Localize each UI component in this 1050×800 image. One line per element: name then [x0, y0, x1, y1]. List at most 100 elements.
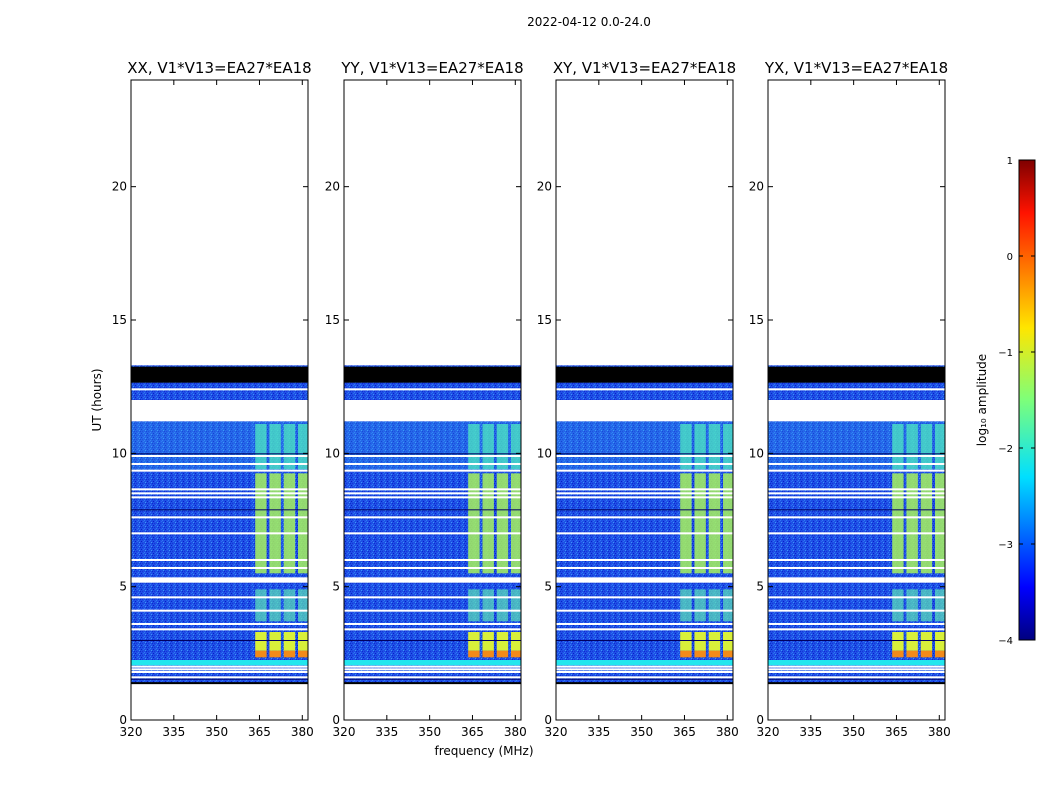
signal-channel-orange — [723, 650, 733, 658]
data-gap-line — [344, 665, 521, 668]
signal-channel-upper — [255, 424, 267, 470]
signal-channel-upper — [496, 424, 509, 470]
signal-channel-orange — [496, 650, 509, 658]
y-tick-label: 15 — [112, 313, 127, 327]
signal-channel-orange — [482, 650, 494, 658]
x-tick-label: 350 — [418, 725, 441, 739]
signal-channel-bright — [511, 473, 521, 574]
data-gap-line — [556, 559, 733, 561]
y-tick-label: 15 — [749, 313, 764, 327]
signal-channel-orange — [935, 650, 945, 658]
dark-line — [344, 453, 521, 455]
y-tick-label: 10 — [537, 446, 552, 460]
signal-channel-yellow — [935, 632, 945, 651]
signal-channel-orange — [906, 650, 918, 658]
dark-line — [556, 640, 733, 641]
y-tick-label: 20 — [325, 180, 340, 194]
signal-channel-bright — [468, 473, 480, 574]
data-gap-line — [344, 623, 521, 625]
data-gap-line — [768, 596, 945, 599]
signal-channel-orange — [680, 650, 692, 658]
signal-channel-bright — [680, 473, 692, 574]
dark-line — [768, 453, 945, 455]
data-gap-line — [344, 628, 521, 631]
signal-channel-yellow — [694, 632, 706, 651]
data-gap-line — [556, 455, 733, 457]
data-gap-line — [131, 668, 308, 671]
signal-channel-bright — [269, 473, 281, 574]
data-gap-line — [344, 516, 521, 519]
data-gap-line — [131, 488, 308, 491]
signal-channel-orange — [468, 650, 480, 658]
data-gap-line — [556, 492, 733, 495]
lower-edge-line — [556, 682, 733, 685]
x-tick-label: 365 — [673, 725, 696, 739]
y-axis-label: UT (hours) — [90, 368, 104, 431]
dark-line — [131, 509, 308, 511]
data-gap-line — [768, 668, 945, 671]
dark-line — [768, 678, 945, 680]
signal-channel-orange — [298, 650, 308, 658]
panel-frame — [130, 79, 309, 721]
signal-channel-upper — [935, 424, 945, 470]
data-gap-line — [344, 668, 521, 671]
data-gap-line — [556, 488, 733, 491]
signal-channel-yellow — [468, 632, 480, 651]
colorbar-tick-label: −2 — [998, 444, 1013, 455]
signal-channel-yellow — [920, 632, 933, 651]
x-tick-label: 320 — [333, 725, 356, 739]
colorbar-label: log₁₀ amplitude — [975, 354, 989, 446]
signal-channel-yellow — [298, 632, 308, 651]
panel-title: XX, V1*V13=EA27*EA18 — [127, 59, 311, 77]
signal-channel-mid — [269, 589, 281, 622]
y-tick-label: 0 — [332, 713, 340, 727]
signal-channel-upper — [511, 424, 521, 470]
signal-channel-upper — [708, 424, 721, 470]
signal-channel-orange — [269, 650, 281, 658]
signal-channel-orange — [694, 650, 706, 658]
signal-channel-mid — [723, 589, 733, 622]
signal-channel-mid — [892, 589, 904, 622]
signal-channel-yellow — [906, 632, 918, 651]
data-gap-line — [556, 676, 733, 679]
data-gap-line — [344, 455, 521, 457]
signal-channel-orange — [283, 650, 296, 658]
x-tick-label: 365 — [461, 725, 484, 739]
x-tick-label: 350 — [205, 725, 228, 739]
data-gap-line — [768, 496, 945, 499]
flagged-band — [131, 366, 308, 383]
signal-channel-bright — [935, 473, 945, 574]
signal-channel-orange — [511, 650, 521, 658]
signal-channel-orange — [255, 650, 267, 658]
x-tick-label: 380 — [291, 725, 314, 739]
signal-channel-mid — [298, 589, 308, 622]
data-gap-line — [768, 559, 945, 561]
data-gap-line — [768, 516, 945, 519]
signal-channel-mid — [468, 589, 480, 622]
dark-line — [344, 678, 521, 680]
signal-channel-mid — [283, 589, 296, 622]
panel-frame — [555, 79, 734, 721]
data-gap-line — [556, 668, 733, 671]
data-gap-line — [556, 532, 733, 535]
flagged-band — [768, 366, 945, 383]
signal-channel-upper — [680, 424, 692, 470]
signal-channel-yellow — [892, 632, 904, 651]
data-gap — [768, 577, 945, 583]
panel-1: XX, V1*V13=EA27*EA18 320 335 350 365 380 0 5 10 1… — [112, 59, 314, 739]
signal-channel-bright — [892, 473, 904, 574]
panel-title: YX, V1*V13=EA27*EA18 — [764, 59, 948, 77]
data-gap-line — [556, 469, 733, 472]
data-gap-line — [768, 676, 945, 679]
data-gap-line — [131, 496, 308, 499]
data-gap-line — [131, 532, 308, 535]
signal-channel-bright — [298, 473, 308, 574]
data-gap — [556, 400, 733, 422]
dark-line — [131, 640, 308, 641]
y-tick-label: 10 — [325, 446, 340, 460]
dark-line — [131, 453, 308, 455]
y-tick-label: 5 — [119, 580, 127, 594]
y-tick-label: 5 — [332, 580, 340, 594]
signal-channel-yellow — [511, 632, 521, 651]
